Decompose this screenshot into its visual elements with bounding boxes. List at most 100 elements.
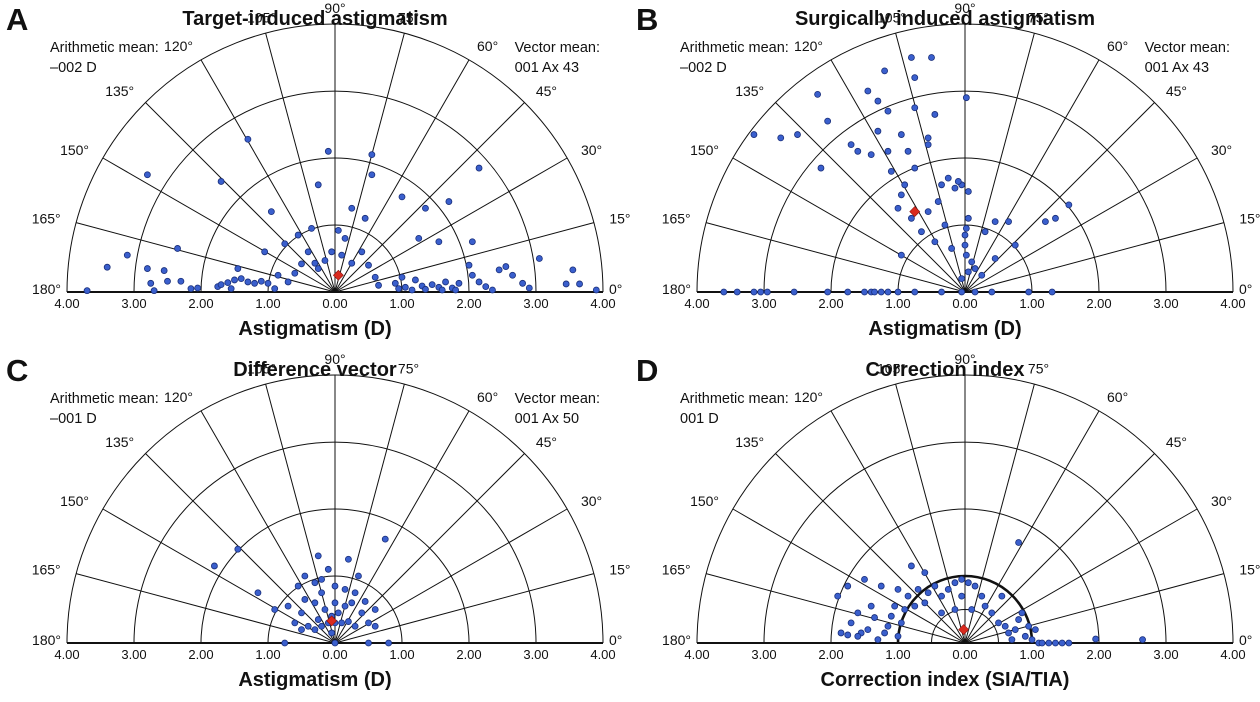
data-point: [143, 265, 151, 272]
data-point: [844, 288, 852, 296]
spoke-line: [830, 59, 966, 293]
data-point: [234, 265, 242, 272]
data-point: [1025, 622, 1033, 630]
x-tick-label: 0.00: [952, 296, 977, 311]
x-tick-label: 4.00: [684, 647, 709, 662]
spoke-line: [265, 33, 336, 293]
data-point: [911, 74, 919, 81]
angle-tick-label: 75°: [398, 361, 419, 377]
angle-tick-label: 150°: [60, 142, 89, 158]
data-point: [1038, 639, 1046, 647]
x-tick-label: 3.00: [523, 647, 548, 662]
data-point: [877, 582, 885, 590]
angle-tick-label: 75°: [398, 10, 419, 26]
spoke-line: [964, 59, 1100, 293]
data-point: [777, 134, 785, 142]
data-point: [1015, 539, 1023, 546]
data-point: [331, 639, 339, 647]
data-point: [509, 271, 516, 279]
angle-tick-label: 105°: [247, 10, 276, 26]
data-point: [881, 67, 889, 75]
x-tick-label: 4.00: [54, 296, 79, 311]
data-point: [271, 606, 279, 613]
data-point: [931, 238, 939, 246]
data-point: [271, 285, 279, 293]
data-point: [334, 226, 342, 234]
data-point: [837, 629, 845, 637]
angle-tick-label: 0°: [1239, 632, 1252, 648]
spoke-line: [830, 410, 966, 644]
note-line: –002 D: [50, 60, 97, 76]
data-point: [341, 602, 349, 610]
data-point: [391, 279, 399, 287]
data-point: [475, 164, 483, 172]
mean-marker: [332, 269, 344, 281]
data-point: [318, 622, 326, 630]
x-axis-label: Astigmatism (D): [868, 318, 1022, 340]
data-point: [733, 288, 741, 296]
spoke-line: [145, 102, 336, 293]
spoke-line: [334, 102, 525, 293]
mean-marker: [326, 615, 338, 627]
angle-tick-label: 105°: [247, 361, 276, 377]
angle-tick-label: 45°: [1166, 434, 1187, 450]
data-point: [1045, 639, 1053, 647]
spoke-line: [334, 410, 470, 644]
data-point: [951, 579, 959, 587]
angle-tick-label: 15°: [1239, 210, 1260, 226]
data-point: [924, 134, 932, 142]
chart-title: Difference vector: [233, 359, 397, 381]
data-point: [150, 287, 158, 295]
data-point: [1052, 639, 1059, 647]
data-point: [968, 258, 976, 266]
data-point: [962, 251, 970, 259]
data-point: [1041, 218, 1049, 226]
angle-tick-label: 45°: [536, 83, 557, 99]
data-point: [274, 271, 282, 279]
spoke-line: [334, 222, 594, 293]
data-point: [334, 609, 342, 617]
data-point: [348, 204, 356, 212]
angle-tick-label: 0°: [609, 281, 622, 297]
spoke-line: [964, 384, 1035, 644]
angle-tick-label: 15°: [609, 210, 630, 226]
angle-tick-label: 60°: [477, 389, 498, 405]
data-point: [847, 141, 855, 149]
data-point: [1031, 626, 1039, 634]
data-point: [264, 279, 272, 287]
data-point: [358, 609, 366, 617]
data-point: [318, 589, 326, 597]
spoke-line: [706, 222, 966, 293]
data-point: [911, 164, 919, 172]
data-point: [495, 266, 503, 274]
spoke-line: [706, 573, 966, 644]
data-point: [381, 535, 389, 543]
x-tick-label: 2.00: [188, 296, 213, 311]
spoke-line: [334, 453, 525, 644]
chart-title: Correction index: [865, 359, 1025, 381]
data-point: [763, 288, 771, 296]
data-point: [408, 286, 416, 294]
data-point: [964, 214, 972, 222]
data-point: [901, 181, 909, 189]
data-point: [941, 221, 949, 229]
angle-tick-label: 0°: [609, 632, 622, 648]
data-point: [284, 278, 292, 286]
data-point: [324, 565, 332, 573]
data-point: [281, 240, 289, 248]
data-point: [962, 94, 970, 102]
data-point: [854, 609, 862, 617]
x-tick-label: 0.00: [322, 296, 347, 311]
data-point: [884, 622, 892, 630]
data-point: [324, 147, 332, 155]
data-point: [814, 90, 822, 98]
x-tick-label: 4.00: [1220, 647, 1245, 662]
data-point: [1011, 241, 1019, 249]
data-point: [931, 111, 939, 118]
data-point: [338, 619, 346, 627]
x-axis-label: Correction index (SIA/TIA): [820, 669, 1070, 691]
data-point: [187, 285, 195, 293]
x-tick-label: 3.00: [523, 296, 548, 311]
arithmetic-mean-note: Arithmetic mean: 001 D: [680, 389, 789, 429]
x-tick-label: 3.00: [121, 647, 146, 662]
